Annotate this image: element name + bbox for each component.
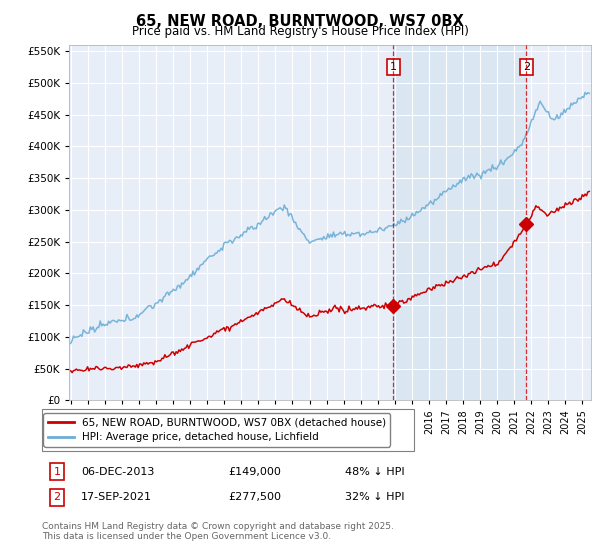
FancyBboxPatch shape [42,409,414,451]
Text: 32% ↓ HPI: 32% ↓ HPI [345,492,404,502]
Text: 65, NEW ROAD, BURNTWOOD, WS7 0BX: 65, NEW ROAD, BURNTWOOD, WS7 0BX [136,14,464,29]
Text: £277,500: £277,500 [228,492,281,502]
Text: 1: 1 [390,62,397,72]
Text: 1: 1 [53,466,61,477]
Text: £149,000: £149,000 [228,466,281,477]
Text: Contains HM Land Registry data © Crown copyright and database right 2025.
This d: Contains HM Land Registry data © Crown c… [42,522,394,542]
Text: 48% ↓ HPI: 48% ↓ HPI [345,466,404,477]
Text: Price paid vs. HM Land Registry's House Price Index (HPI): Price paid vs. HM Land Registry's House … [131,25,469,38]
Text: 06-DEC-2013: 06-DEC-2013 [81,466,154,477]
Text: 2: 2 [53,492,61,502]
Bar [394,45,526,400]
Text: 2: 2 [523,62,530,72]
Legend: 65, NEW ROAD, BURNTWOOD, WS7 0BX (detached house), HPI: Average price, detached : 65, NEW ROAD, BURNTWOOD, WS7 0BX (detach… [43,413,391,446]
Text: 17-SEP-2021: 17-SEP-2021 [81,492,152,502]
